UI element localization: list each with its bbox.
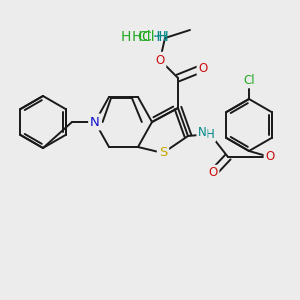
- Text: O: O: [198, 61, 208, 74]
- Text: H: H: [121, 30, 131, 44]
- Text: O: O: [266, 151, 274, 164]
- Text: N: N: [90, 116, 100, 128]
- Text: O: O: [208, 167, 217, 179]
- Text: ·H: ·H: [152, 30, 167, 44]
- Text: S: S: [159, 146, 167, 160]
- Text: ·H: ·H: [155, 30, 170, 44]
- Text: N: N: [198, 127, 206, 140]
- Text: H: H: [132, 30, 142, 44]
- Text: Cl: Cl: [137, 30, 151, 44]
- Text: Cl: Cl: [243, 74, 255, 86]
- Text: O: O: [155, 53, 165, 67]
- Text: H: H: [206, 128, 214, 140]
- Text: Cl: Cl: [141, 30, 155, 44]
